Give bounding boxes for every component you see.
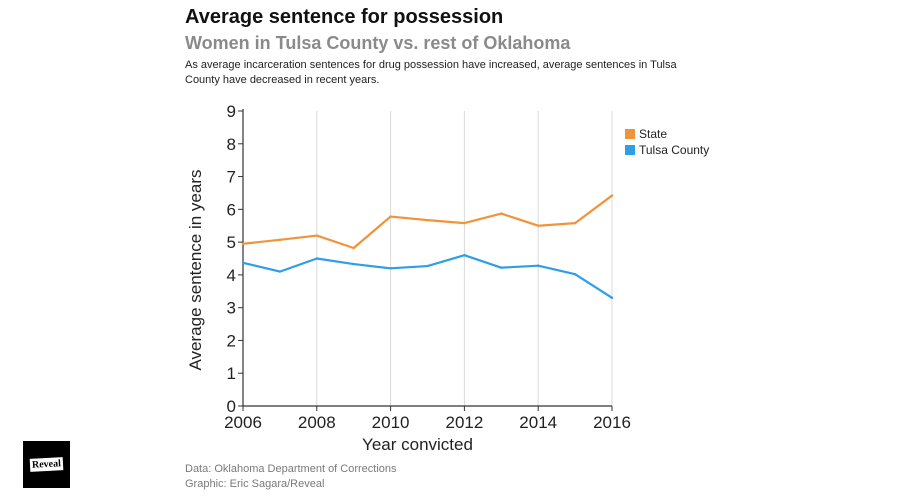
reveal-logo: Reveal [23,441,70,488]
legend-label: State [639,127,667,141]
data-point [573,221,577,225]
y-tick-label: 1 [227,364,236,383]
y-tick-label: 3 [227,299,236,318]
data-point [573,273,577,276]
data-point [315,257,318,260]
y-tick-label: 0 [227,397,236,416]
legend-swatch [625,145,635,155]
chart-description: As average incarceration sentences for d… [185,59,677,86]
x-tick-label: 2014 [519,413,557,432]
data-point [241,261,245,264]
data-point [241,242,245,245]
graphic-credit: Graphic: Eric Sagara/Reveal [185,478,325,490]
y-tick-label: 8 [227,135,236,154]
y-tick-label: 6 [227,200,236,219]
data-point [426,264,429,268]
data-point [315,234,318,237]
data-point [389,215,392,218]
x-tick-label: 2010 [372,413,410,432]
x-tick-label: 2012 [445,413,483,432]
chart-title: Average sentence for possession [185,6,504,28]
y-tick-label: 4 [227,266,236,285]
data-point [610,194,614,197]
axis-layer: 0 1 2 3 4 5 6 7 8 9 2006 2008 2010 2012 2014 2016 Year c… [186,102,631,454]
series-line-state [242,194,613,250]
data-point [278,238,282,242]
x-tick-label: 2006 [224,413,262,432]
data-point [463,221,466,225]
data-point [426,218,429,222]
data-source: Data: Oklahoma Department of Corrections [185,463,397,475]
data-point [537,224,540,227]
y-tick-label: 2 [227,331,236,350]
legend-swatch [625,129,635,139]
series-layer [241,194,614,300]
chart-subtitle: Women in Tulsa County vs. rest of Oklaho… [185,33,571,53]
y-tick-label: 9 [227,102,236,121]
y-tick-label: 7 [227,168,236,187]
data-point [352,246,355,250]
data-point [463,254,466,257]
data-point [389,267,392,270]
x-tick-label: 2016 [593,413,631,432]
data-point [500,212,503,215]
y-tick-label: 5 [227,233,236,252]
legend-label: Tulsa County [639,143,709,157]
data-point [500,266,503,269]
chart-footer: Data: Oklahoma Department of Corrections… [185,462,397,492]
x-axis-title: Year convicted [362,435,473,454]
x-tick-label: 2008 [298,413,336,432]
legend: State Tulsa County [625,127,709,157]
logo-text: Reveal [29,457,64,472]
data-point [537,264,540,267]
y-axis-title: Average sentence in years [186,170,205,371]
data-point [352,262,355,266]
series-line-tulsa-county [242,254,613,299]
data-point [610,296,614,300]
data-point [278,270,282,273]
grid-layer [316,111,613,406]
